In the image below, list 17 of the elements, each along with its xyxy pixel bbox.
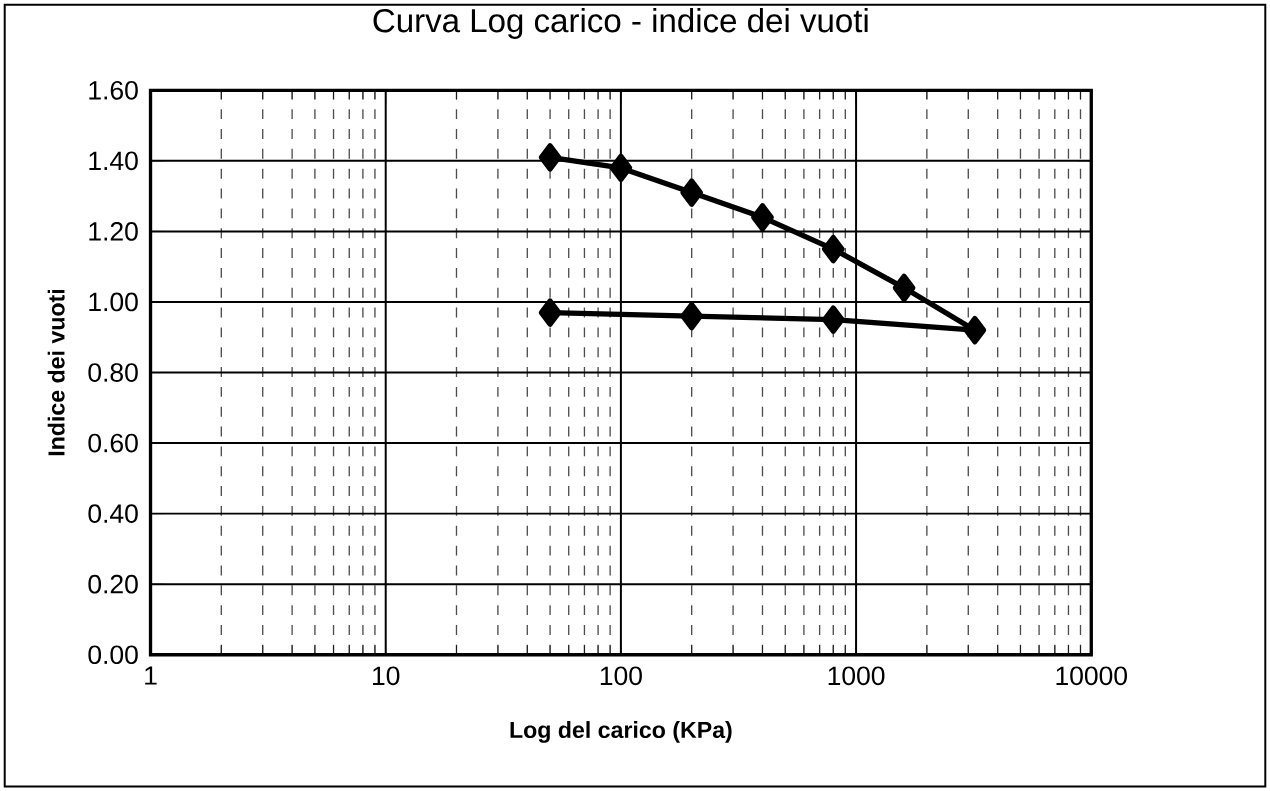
x-tick-label: 1000 bbox=[828, 666, 885, 686]
x-axis-title: Log del carico (KPa) bbox=[510, 721, 732, 743]
x-tick-label: 100 bbox=[600, 666, 642, 686]
y-tick-label: 1.40 bbox=[89, 151, 138, 171]
chart-title: Curva Log carico - indice dei vuoti bbox=[373, 8, 868, 39]
y-tick-label: 1.20 bbox=[89, 221, 138, 241]
x-tick-label: 10 bbox=[373, 666, 400, 686]
y-tick-label: 1.60 bbox=[89, 80, 138, 100]
x-tick-label: 1 bbox=[145, 666, 157, 685]
y-tick-label: 0.00 bbox=[88, 645, 138, 665]
y-tick-label: 1.00 bbox=[89, 292, 138, 312]
y-axis-title: Indice dei vuoti bbox=[47, 289, 65, 456]
y-tick-label: 0.80 bbox=[88, 363, 138, 382]
y-tick-label: 0.20 bbox=[88, 574, 138, 594]
x-tick-label: 10000 bbox=[1056, 666, 1127, 686]
y-tick-label: 0.60 bbox=[88, 433, 138, 453]
y-tick-label: 0.40 bbox=[88, 504, 138, 523]
